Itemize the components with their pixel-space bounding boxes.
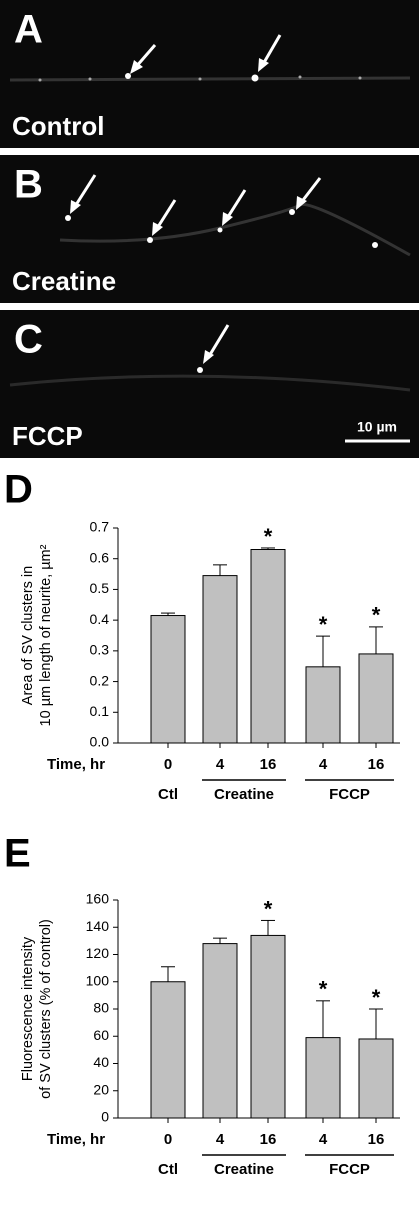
bar bbox=[202, 943, 238, 1119]
panel-label: Control bbox=[12, 111, 104, 141]
panel-b-image bbox=[0, 155, 419, 303]
x-tick-label: 16 bbox=[368, 1131, 385, 1148]
bar bbox=[358, 1038, 394, 1119]
group-label: Creatine bbox=[214, 786, 274, 803]
bar bbox=[250, 549, 286, 744]
bar bbox=[202, 575, 238, 744]
significance-mark: * bbox=[264, 524, 273, 549]
y-tick-label: 100 bbox=[86, 972, 110, 988]
x-tick-label: 4 bbox=[319, 1131, 328, 1148]
y-tick-label: 120 bbox=[86, 945, 110, 961]
x-tick-label: 0 bbox=[164, 756, 172, 773]
x-tick-label: 0 bbox=[164, 1131, 172, 1148]
significance-mark: * bbox=[319, 612, 328, 637]
y-axis-label: Area of SV clusters in bbox=[20, 566, 36, 705]
group-label: Ctl bbox=[158, 786, 178, 803]
panel-letter: B bbox=[14, 163, 43, 207]
x-tick-label: 4 bbox=[216, 756, 225, 773]
y-tick-label: 20 bbox=[93, 1081, 109, 1097]
panel-letter: E bbox=[4, 832, 31, 876]
significance-mark: * bbox=[264, 896, 273, 921]
bar bbox=[250, 934, 286, 1119]
bar bbox=[358, 653, 394, 744]
y-tick-label: 0.6 bbox=[90, 549, 110, 565]
y-tick-label: 160 bbox=[86, 891, 110, 907]
y-tick-label: 0.5 bbox=[90, 580, 110, 596]
y-axis-label: of SV clusters (% of control) bbox=[38, 919, 54, 1099]
y-tick-label: 140 bbox=[86, 918, 110, 934]
significance-mark: * bbox=[372, 603, 381, 628]
group-label: FCCP bbox=[329, 1161, 370, 1178]
y-tick-label: 0.2 bbox=[90, 672, 110, 688]
y-tick-label: 0 bbox=[101, 1109, 109, 1125]
y-tick-label: 80 bbox=[93, 1000, 109, 1016]
y-tick-label: 0.7 bbox=[90, 519, 110, 535]
bar bbox=[150, 981, 186, 1119]
panel-letter: A bbox=[14, 8, 43, 52]
x-tick-label: 16 bbox=[260, 756, 277, 773]
y-axis-label: 10 µm length of neurite, µm² bbox=[38, 544, 54, 726]
panel-label: FCCP bbox=[12, 421, 83, 451]
y-tick-label: 0.4 bbox=[90, 611, 110, 627]
x-axis-label: Time, hr bbox=[47, 1131, 105, 1148]
y-tick-label: 0.1 bbox=[90, 703, 110, 719]
y-tick-label: 0.3 bbox=[90, 642, 110, 658]
y-tick-label: 40 bbox=[93, 1054, 109, 1070]
panel-letter: D bbox=[4, 468, 33, 512]
scale-bar-label: 10 µm bbox=[357, 419, 397, 435]
bar bbox=[150, 615, 186, 744]
y-tick-label: 60 bbox=[93, 1027, 109, 1043]
bar bbox=[305, 666, 341, 744]
y-tick-label: 0.0 bbox=[90, 734, 110, 750]
x-tick-label: 16 bbox=[260, 1131, 277, 1148]
significance-mark: * bbox=[319, 977, 328, 1002]
x-tick-label: 4 bbox=[319, 756, 328, 773]
bar bbox=[305, 1037, 341, 1119]
x-axis-label: Time, hr bbox=[47, 756, 105, 773]
y-axis-label: Fluorescence intensity bbox=[20, 936, 36, 1081]
group-label: Ctl bbox=[158, 1161, 178, 1178]
panel-label: Creatine bbox=[12, 266, 116, 296]
panel-c-image bbox=[0, 310, 419, 458]
panel-a-image bbox=[0, 0, 419, 148]
panel-letter: C bbox=[14, 318, 43, 362]
significance-mark: * bbox=[372, 985, 381, 1010]
group-label: FCCP bbox=[329, 786, 370, 803]
x-tick-label: 4 bbox=[216, 1131, 225, 1148]
group-label: Creatine bbox=[214, 1161, 274, 1178]
x-tick-label: 16 bbox=[368, 756, 385, 773]
